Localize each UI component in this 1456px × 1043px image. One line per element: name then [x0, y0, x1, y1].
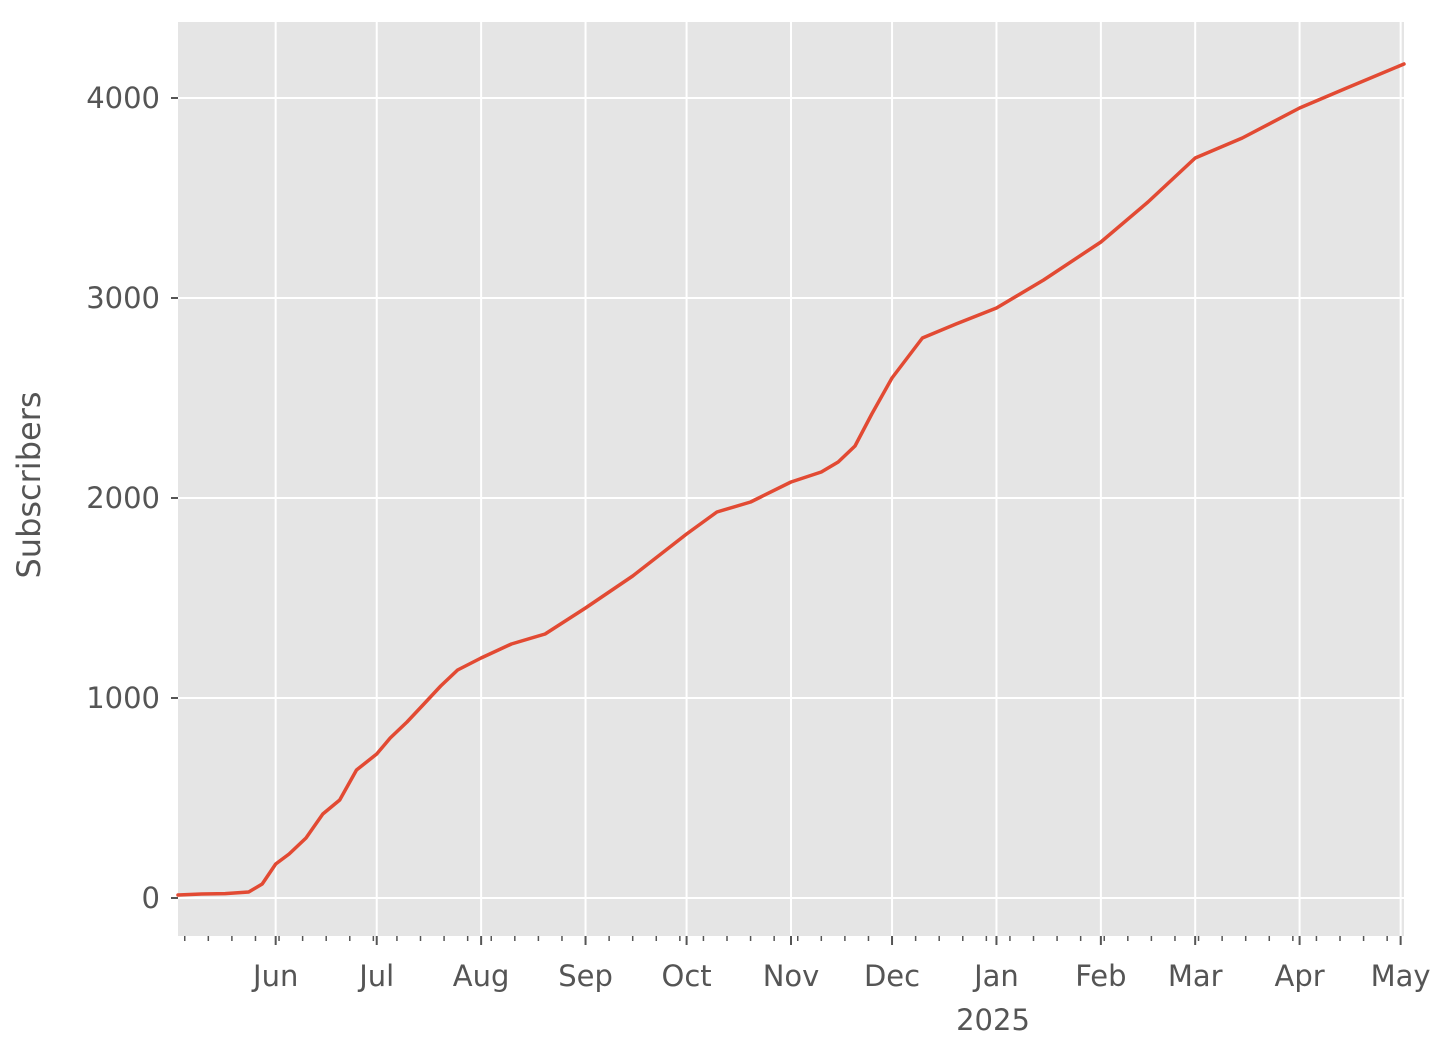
y-tick-label: 4000: [86, 81, 160, 115]
grid-lines: [178, 22, 1404, 936]
series-layer: [176, 62, 1406, 897]
x-tick-label: Sep: [558, 959, 613, 993]
y-tick-label: 2000: [86, 481, 160, 515]
x-tick-label: Jun: [251, 959, 298, 993]
x-axis-ticks: Jun Jul Aug Sep Oct Nov Dec Jan Feb Mar Apr May: [183, 936, 1431, 993]
x-tick-label: Oct: [662, 959, 712, 993]
x-tick-label: Nov: [763, 959, 820, 993]
x-tick-label: Jan: [972, 959, 1019, 993]
y-axis-ticks: 0 1000 2000 3000 4000: [86, 81, 178, 915]
x-tick-label: May: [1371, 959, 1431, 993]
y-tick-label: 0: [142, 881, 160, 915]
x-year-label: 2025: [956, 1003, 1030, 1037]
series-line: [176, 62, 1406, 897]
x-tick-label: Apr: [1275, 959, 1325, 993]
x-tick-label: Feb: [1075, 959, 1126, 993]
x-tick-label: Mar: [1168, 959, 1223, 993]
y-tick-label: 3000: [86, 281, 160, 315]
y-axis-label: Subscribers: [10, 391, 48, 578]
x-tick-label: Jul: [357, 959, 394, 993]
x-tick-label: Dec: [864, 959, 920, 993]
x-tick-label: Aug: [453, 959, 510, 993]
y-tick-label: 1000: [86, 681, 160, 715]
